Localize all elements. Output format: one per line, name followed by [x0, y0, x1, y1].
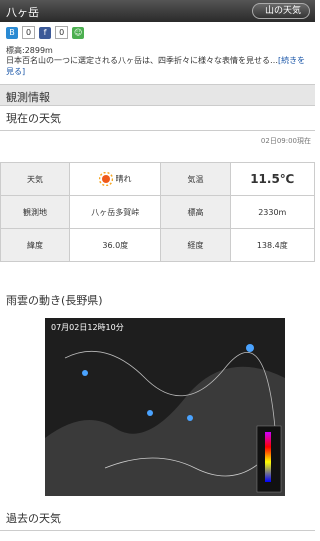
facebook-count: 0 — [55, 26, 68, 39]
radar-time: 07月02日12時10分 — [51, 323, 124, 332]
header: 八ヶ岳 山の天気 — [0, 0, 315, 22]
cell-value: 晴れ — [70, 163, 161, 196]
description: 日本百名山の一つに選定される八ヶ岳は、四季折々に様々な表情を見せる…[続きを見る… — [6, 55, 306, 77]
hatena-count: 0 — [22, 26, 35, 39]
radar-map: 07月02日12時10分 — [45, 318, 285, 496]
page: 八ヶ岳 山の天気 B 0 f 0 ☺ 標高:2899m 日本百名山の一つに選定さ… — [0, 0, 315, 541]
facebook-icon[interactable]: f — [39, 27, 51, 39]
cell-value: 36.0度 — [70, 229, 161, 262]
section-title: 観測情報 — [6, 89, 50, 105]
observation-time: 02日09:00現在 — [261, 136, 311, 146]
hatena-icon[interactable]: B — [6, 27, 18, 39]
weather-text: 晴れ — [116, 175, 132, 184]
cell-value: 2330m — [230, 196, 314, 229]
cell-label: 天気 — [1, 163, 70, 196]
cell-label: 標高 — [161, 196, 230, 229]
divider — [0, 130, 315, 131]
divider — [0, 530, 315, 531]
social-row: B 0 f 0 ☺ — [6, 26, 84, 39]
current-weather-heading: 現在の天気 — [6, 110, 61, 126]
past-weather-heading: 過去の天気 — [6, 510, 61, 526]
cell-label: 緯度 — [1, 229, 70, 262]
weather-table: 天気 晴れ 気温 11.5℃ 観測地 八ヶ岳多賀峠 標高 2330m 緯度 36… — [0, 162, 315, 262]
sun-icon — [99, 172, 113, 186]
radar-heading: 雨雲の動き(長野県) — [6, 292, 103, 308]
page-title: 八ヶ岳 — [6, 4, 39, 20]
cell-value: 138.4度 — [230, 229, 314, 262]
cell-label: 気温 — [161, 163, 230, 196]
section-bar: 観測情報 — [0, 84, 315, 106]
mountain-weather-button[interactable]: 山の天気 — [252, 3, 310, 19]
cell-value: 11.5℃ — [230, 163, 314, 196]
share-icon[interactable]: ☺ — [72, 27, 84, 39]
cell-value: 八ヶ岳多賀峠 — [70, 196, 161, 229]
description-text: 日本百名山の一つに選定される八ヶ岳は、四季折々に様々な表情を見せる… — [6, 56, 278, 65]
cell-label: 観測地 — [1, 196, 70, 229]
cell-label: 経度 — [161, 229, 230, 262]
